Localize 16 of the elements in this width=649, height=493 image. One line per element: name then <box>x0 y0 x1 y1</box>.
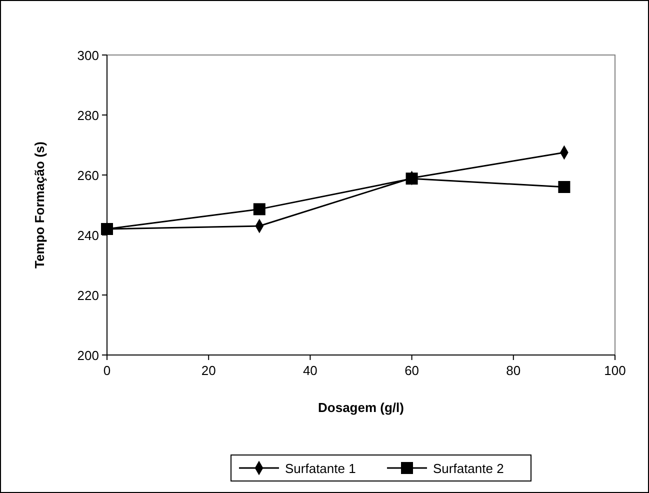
x-tick-label: 40 <box>302 363 318 378</box>
x-tick-label: 80 <box>506 363 521 378</box>
x-tick-label: 100 <box>604 363 626 378</box>
y-tick-label: 240 <box>77 228 99 243</box>
x-tick-label: 0 <box>103 363 111 378</box>
y-tick-label: 280 <box>77 108 99 123</box>
x-tick-label: 20 <box>201 363 216 378</box>
legend-label: Surfatante 2 <box>433 461 504 476</box>
y-tick-label: 300 <box>77 48 99 63</box>
y-tick-label: 260 <box>77 168 99 183</box>
y-tick-label: 220 <box>77 288 99 303</box>
y-tick-label: 200 <box>77 348 99 363</box>
x-axis-title: Dosagem (g/l) <box>318 400 404 415</box>
legend-label: Surfatante 1 <box>285 461 356 476</box>
x-tick-label: 60 <box>404 363 420 378</box>
y-axis-title: Tempo Formação (s) <box>32 142 47 268</box>
